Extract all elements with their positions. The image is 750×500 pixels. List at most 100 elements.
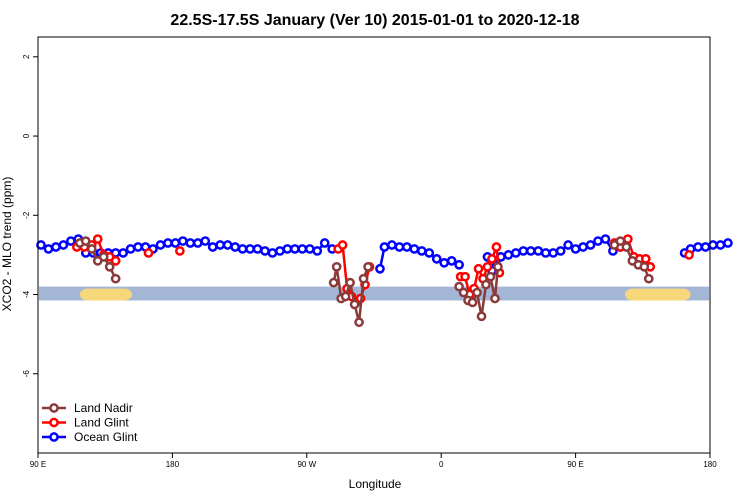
- ocean-glint-point: [163, 238, 173, 248]
- land-glint-point: [491, 242, 502, 252]
- ocean-glint-point: [66, 236, 76, 246]
- ocean-glint-point: [593, 236, 603, 246]
- land-segment-1: [624, 288, 691, 301]
- y-axis-label: XCO2 - MLO trend (ppm): [0, 177, 14, 312]
- land-nadir-point: [639, 261, 650, 272]
- ocean-glint-point: [58, 240, 69, 250]
- land-nadir-point: [354, 317, 364, 328]
- series-land-nadir: [74, 236, 654, 328]
- x-tick-label: 90 W: [297, 460, 316, 469]
- y-tick-label: -4: [22, 290, 31, 298]
- ocean-glint-point: [431, 254, 442, 264]
- legend-item-ocean-glint: Ocean Glint: [42, 430, 138, 444]
- land-nadir-point: [331, 261, 342, 272]
- legend-item-land-nadir: Land Nadir: [42, 401, 133, 415]
- land-glint-point: [623, 234, 633, 244]
- plot-frame: [37, 36, 711, 454]
- ocean-glint-point: [446, 255, 457, 266]
- ocean-glint-point: [230, 242, 240, 252]
- land-glint-point: [175, 246, 185, 256]
- land-ocean-band: [39, 286, 709, 301]
- land-glint-point: [482, 261, 493, 272]
- land-glint-point: [473, 263, 484, 274]
- ocean-glint-point: [555, 246, 566, 256]
- ocean-glint-point: [540, 248, 551, 258]
- ocean-glint-point: [723, 238, 733, 248]
- land-segment-0: [79, 288, 133, 301]
- ocean-glint-point: [282, 244, 293, 254]
- ocean-glint-point: [275, 246, 285, 256]
- ocean-glint-point: [503, 250, 514, 260]
- ocean-glint-point: [700, 242, 711, 252]
- legend-label: Land Nadir: [74, 401, 133, 415]
- land-nadir-point: [615, 236, 626, 246]
- ocean-band: [39, 286, 709, 301]
- ocean-glint-point: [548, 248, 559, 258]
- land-nadir-point: [621, 242, 632, 252]
- ocean-glint-point: [260, 246, 270, 256]
- ocean-glint-point: [518, 246, 529, 256]
- ocean-glint-point: [570, 244, 581, 254]
- legend-item-land-glint: Land Glint: [42, 416, 129, 430]
- ocean-glint-point: [133, 242, 143, 252]
- land-nadir-point: [86, 244, 97, 254]
- ocean-glint-point: [563, 240, 573, 250]
- ocean-glint-point: [693, 242, 703, 252]
- ocean-glint-point: [51, 242, 61, 252]
- y-tick-label: 0: [22, 133, 31, 138]
- land-nadir-point: [454, 281, 464, 292]
- chart-title: 22.5S-17.5S January (Ver 10) 2015-01-01 …: [170, 12, 579, 29]
- ocean-glint-point: [375, 263, 385, 274]
- legend-marker: [49, 432, 59, 442]
- ocean-glint-point: [36, 240, 46, 250]
- land-nadir-point: [472, 287, 482, 298]
- ocean-glint-point: [600, 234, 611, 244]
- legend-label: Land Glint: [74, 416, 129, 430]
- land-nadir-point: [485, 271, 496, 282]
- y-tick-label: -2: [22, 211, 31, 219]
- ocean-glint-point: [304, 244, 315, 254]
- ocean-glint-point: [237, 244, 248, 254]
- land-nadir-point: [358, 273, 369, 284]
- legend-label: Ocean Glint: [74, 430, 138, 444]
- land-glint-line-4: [460, 246, 501, 298]
- ocean-glint-point: [178, 236, 188, 246]
- y-tick-label: 2: [22, 54, 31, 59]
- x-axis-ticks: 90 E 180 90 W 0 90 E 180: [30, 453, 717, 469]
- land-nadir-point: [328, 277, 339, 288]
- land-nadir-point: [481, 279, 491, 290]
- land-glint-point: [110, 255, 121, 266]
- ocean-glint-point: [200, 236, 211, 246]
- ocean-glint-point: [245, 244, 255, 254]
- land-nadir-point: [349, 299, 360, 310]
- x-tick-label: 90 E: [567, 460, 583, 469]
- land-nadir-point: [493, 261, 503, 272]
- ocean-glint-point: [312, 246, 323, 256]
- land-glint-point: [640, 254, 651, 264]
- land-glint-point: [337, 240, 348, 250]
- land-nadir-point: [104, 261, 115, 272]
- land-nadir-point: [467, 297, 478, 308]
- ocean-glint-point: [290, 244, 300, 254]
- land-nadir-point: [476, 311, 487, 322]
- x-tick-label: 180: [166, 460, 180, 469]
- ocean-glint-point: [43, 244, 54, 254]
- land-nadir-point: [345, 277, 355, 288]
- ocean-glint-point: [439, 257, 450, 268]
- ocean-glint-point: [185, 238, 196, 248]
- land-nadir-point: [98, 252, 109, 262]
- series-layer: [36, 234, 733, 328]
- land-glint-point: [684, 250, 694, 260]
- ocean-glint-point: [222, 240, 233, 250]
- ocean-glint-point: [715, 240, 726, 250]
- ocean-glint-point: [207, 242, 218, 252]
- ocean-glint-point: [416, 246, 427, 256]
- land-glint-point: [92, 234, 103, 244]
- land-glint-point: [143, 248, 154, 258]
- ocean-glint-point: [170, 238, 181, 248]
- ocean-glint-point: [454, 259, 464, 270]
- land-nadir-point: [643, 273, 654, 284]
- ocean-glint-point: [424, 248, 435, 258]
